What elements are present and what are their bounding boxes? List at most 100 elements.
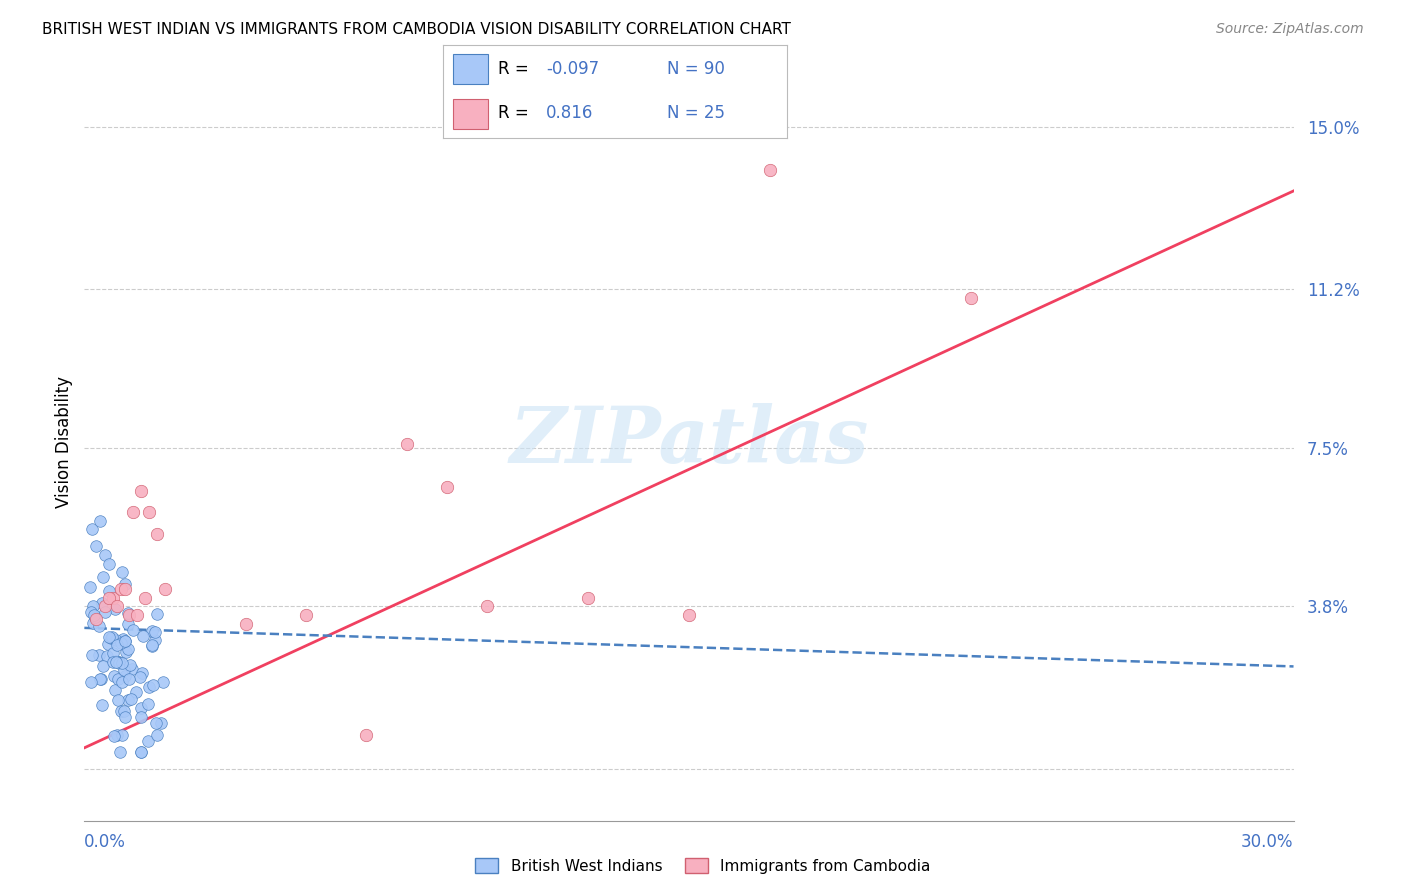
Point xyxy=(143,624,166,639)
Point xyxy=(146,526,169,541)
Point xyxy=(97,637,120,651)
Legend: British West Indians, Immigrants from Cambodia: British West Indians, Immigrants from Ca… xyxy=(470,852,936,880)
Point xyxy=(107,693,129,707)
Point xyxy=(960,291,983,305)
Point xyxy=(121,662,143,676)
Point xyxy=(105,632,128,647)
Bar xyxy=(453,99,488,129)
Point xyxy=(83,608,105,623)
Point xyxy=(678,607,700,622)
Point xyxy=(120,658,142,673)
Point xyxy=(131,701,153,715)
Point xyxy=(129,710,152,724)
Point xyxy=(129,745,152,759)
Point xyxy=(141,639,163,653)
Point xyxy=(138,505,160,519)
Point xyxy=(97,630,120,644)
Point xyxy=(89,514,111,528)
Point xyxy=(97,584,120,599)
Point xyxy=(117,692,139,706)
Point xyxy=(125,685,148,699)
Point xyxy=(112,632,135,647)
Point xyxy=(110,582,132,597)
Point xyxy=(114,582,136,597)
Point xyxy=(91,596,114,610)
Text: 0.816: 0.816 xyxy=(546,104,593,122)
Point xyxy=(91,698,114,712)
Point xyxy=(153,582,176,597)
Point xyxy=(114,669,136,683)
Point xyxy=(111,656,134,670)
Point xyxy=(758,162,780,177)
Point xyxy=(83,610,105,624)
Point xyxy=(132,629,155,643)
Point xyxy=(114,576,136,591)
Point xyxy=(117,607,139,621)
Point xyxy=(105,654,128,668)
Point xyxy=(89,672,111,686)
Point xyxy=(105,599,128,614)
Y-axis label: Vision Disability: Vision Disability xyxy=(55,376,73,508)
Point xyxy=(93,548,115,562)
Point xyxy=(96,648,118,663)
Point xyxy=(121,505,143,519)
Point xyxy=(122,623,145,637)
Point xyxy=(138,734,160,748)
Point xyxy=(115,645,138,659)
Point xyxy=(105,638,128,652)
Point xyxy=(87,618,110,632)
Point xyxy=(295,607,318,622)
Point xyxy=(93,599,115,614)
Point xyxy=(131,666,153,681)
Bar xyxy=(453,54,488,84)
Point xyxy=(82,599,104,614)
Point xyxy=(101,630,124,644)
Text: R =: R = xyxy=(498,104,529,122)
Point xyxy=(436,479,458,493)
Point xyxy=(129,670,152,684)
Point xyxy=(104,682,127,697)
Text: -0.097: -0.097 xyxy=(546,61,599,78)
Point xyxy=(107,673,129,687)
Point xyxy=(110,704,132,718)
Point xyxy=(104,655,127,669)
Point xyxy=(136,697,159,711)
Point xyxy=(86,540,108,554)
Point xyxy=(108,745,131,759)
Point xyxy=(114,710,136,724)
Point xyxy=(111,728,134,742)
Point xyxy=(129,745,152,759)
Point xyxy=(108,656,131,670)
Point xyxy=(103,729,125,743)
Point xyxy=(118,607,141,622)
Point xyxy=(118,672,141,686)
Point xyxy=(356,728,378,742)
Point xyxy=(90,673,112,687)
Text: N = 25: N = 25 xyxy=(666,104,725,122)
Text: 0.0%: 0.0% xyxy=(84,833,127,852)
Text: 30.0%: 30.0% xyxy=(1241,833,1294,852)
Point xyxy=(112,663,135,677)
Point xyxy=(120,692,142,706)
Point xyxy=(89,648,111,662)
Point xyxy=(82,522,104,536)
Point xyxy=(134,591,156,605)
Point xyxy=(86,612,108,626)
Point xyxy=(97,591,120,605)
Point xyxy=(143,633,166,648)
Text: Source: ZipAtlas.com: Source: ZipAtlas.com xyxy=(1216,22,1364,37)
Point xyxy=(149,715,172,730)
Point xyxy=(152,674,174,689)
Point xyxy=(114,634,136,648)
Point xyxy=(129,483,152,498)
Point xyxy=(97,557,120,571)
Point xyxy=(477,599,499,614)
Point xyxy=(111,675,134,690)
Point xyxy=(111,565,134,579)
Point xyxy=(91,570,114,584)
Point xyxy=(82,615,104,630)
Point xyxy=(103,669,125,683)
Point xyxy=(103,655,125,669)
Point xyxy=(101,591,124,605)
Point xyxy=(395,436,418,450)
